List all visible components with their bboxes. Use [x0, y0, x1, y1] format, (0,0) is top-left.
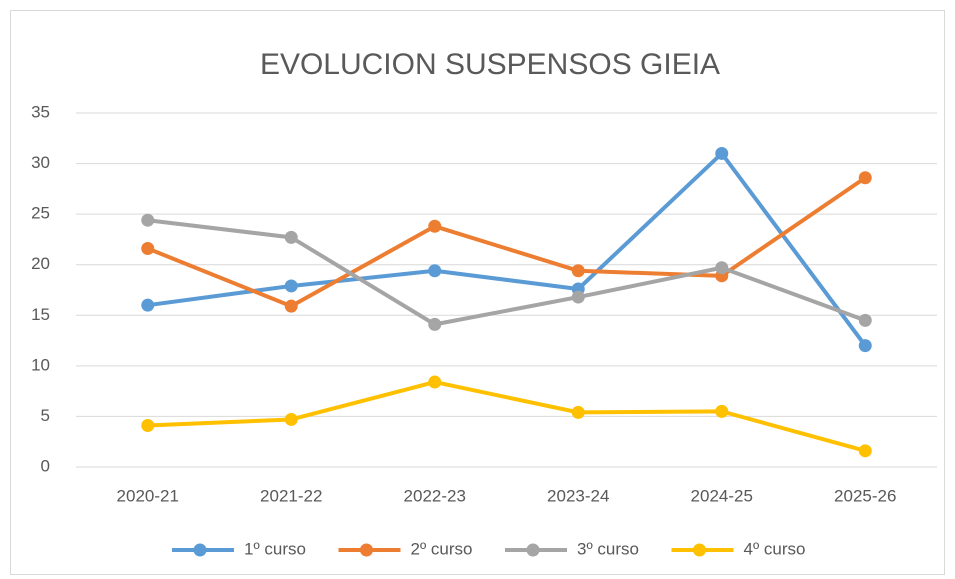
data-point — [571, 405, 585, 419]
legend-marker — [693, 543, 706, 557]
data-point — [715, 146, 729, 160]
legend-label: 3º curso — [577, 539, 639, 558]
x-tick-label: 2022-23 — [404, 486, 466, 505]
x-tick-label: 2020-21 — [117, 486, 179, 505]
y-tick-label: 30 — [31, 153, 50, 172]
data-point — [571, 264, 585, 278]
data-point — [141, 213, 155, 227]
legend-label: 2º curso — [411, 539, 473, 558]
legend-label: 1º curso — [244, 539, 306, 558]
data-point — [858, 313, 872, 327]
y-tick-label: 25 — [31, 204, 50, 223]
data-point — [858, 171, 872, 185]
data-point — [428, 219, 442, 233]
y-tick-label: 15 — [31, 305, 50, 324]
series-line — [147, 176, 867, 309]
data-point — [428, 375, 442, 389]
y-tick-label: 10 — [31, 355, 50, 374]
data-point — [428, 317, 442, 331]
y-tick-label: 35 — [31, 102, 50, 121]
legend-label: 4º curso — [744, 539, 806, 558]
y-tick-label: 0 — [41, 456, 50, 475]
legend-marker — [526, 543, 540, 557]
series-line — [147, 218, 866, 327]
chart-title: EVOLUCION SUSPENSOS GIEIA — [260, 48, 720, 81]
data-point — [284, 412, 298, 426]
data-point — [284, 279, 298, 293]
y-tick-label: 5 — [41, 406, 50, 425]
x-tick-label: 2021-22 — [260, 486, 322, 505]
y-tick-label: 20 — [31, 254, 50, 273]
data-point — [571, 290, 585, 304]
x-tick-label: 2025-26 — [834, 486, 896, 505]
data-point — [715, 404, 729, 418]
data-point — [858, 444, 872, 458]
data-point — [715, 261, 729, 275]
data-point — [141, 242, 155, 256]
series-line — [147, 151, 867, 347]
data-point — [284, 299, 298, 313]
legend-marker — [360, 543, 373, 557]
x-tick-label: 2023-24 — [547, 486, 609, 505]
data-point — [858, 339, 872, 353]
x-tick-label: 2024-25 — [691, 486, 753, 505]
legend-marker — [193, 543, 207, 557]
data-point — [428, 264, 442, 278]
series-line — [147, 380, 866, 453]
data-point — [284, 230, 298, 244]
data-point — [141, 298, 155, 312]
data-point — [141, 419, 155, 433]
